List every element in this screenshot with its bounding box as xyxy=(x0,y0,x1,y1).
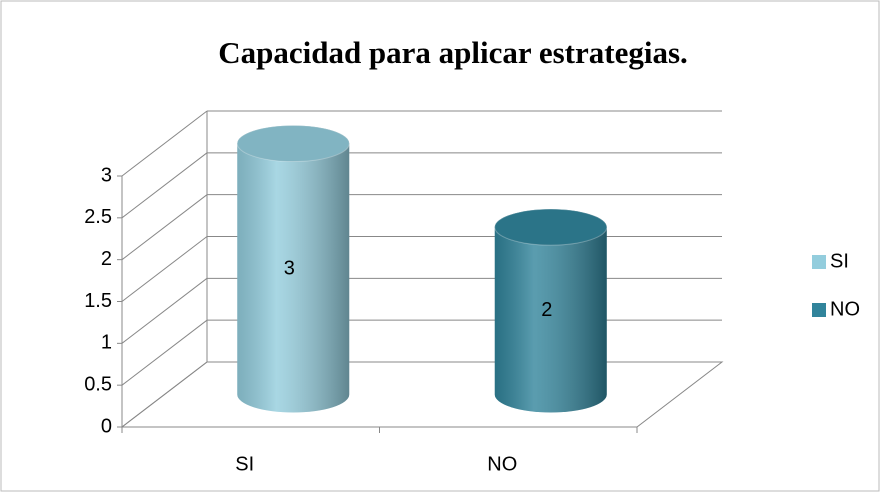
cylinder-top xyxy=(236,125,350,162)
grid-line xyxy=(121,319,208,386)
y-tick-label: 1 xyxy=(101,332,112,354)
y-tick-label: 3 xyxy=(101,164,112,186)
grid-line xyxy=(121,236,208,302)
legend-swatch xyxy=(812,255,826,269)
y-tick-label: 2.5 xyxy=(84,206,112,228)
x-tick-label: SI xyxy=(235,453,254,475)
legend-swatch xyxy=(812,303,826,317)
legend-label: NO xyxy=(830,298,860,320)
grid-line xyxy=(121,194,208,261)
x-tick-label: NO xyxy=(487,453,517,475)
cylinder-top-shade xyxy=(494,209,607,246)
cylinder-top xyxy=(494,208,608,246)
cylinder-top-shade xyxy=(237,125,350,162)
cylinder-shade xyxy=(237,125,350,413)
data-label: 3 xyxy=(284,257,295,279)
y-tick-label: 1.5 xyxy=(84,290,112,312)
y-tick-label: 2 xyxy=(101,248,112,270)
data-label: 2 xyxy=(541,299,552,321)
y-tick-label: 0 xyxy=(101,415,112,437)
grid-line xyxy=(121,361,208,428)
y-tick-label: 0.5 xyxy=(84,373,112,395)
grid-line xyxy=(121,152,208,219)
grid-line xyxy=(121,277,208,344)
chart-title: Capacidad para aplicar estrategias. xyxy=(218,35,688,70)
grid-line xyxy=(121,110,208,177)
legend-label: SI xyxy=(830,250,849,272)
cylinder-shade xyxy=(494,209,607,413)
